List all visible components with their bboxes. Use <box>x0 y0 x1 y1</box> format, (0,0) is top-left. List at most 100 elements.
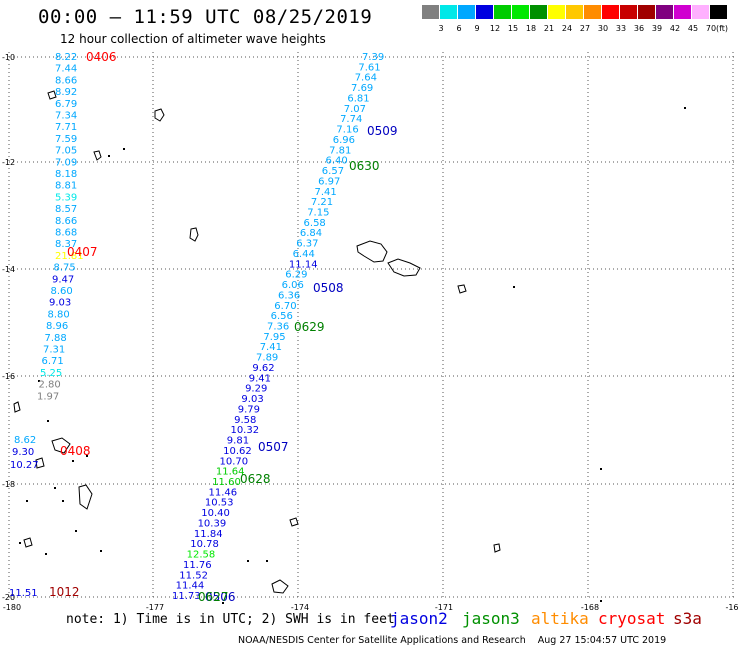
swh-value: 6.36 <box>278 290 300 301</box>
islet <box>47 420 49 422</box>
swh-value: 11.52 <box>179 570 208 581</box>
swh-value: 10.27 <box>10 460 39 471</box>
swh-value: 7.21 <box>311 197 333 208</box>
swh-value: 9.03 <box>241 394 263 405</box>
swh-value: 9.58 <box>234 415 256 426</box>
pass-time-label: 0630 <box>349 159 380 173</box>
swh-value: 11.44 <box>176 581 205 592</box>
swh-value: 1.97 <box>37 391 59 402</box>
swh-value: 7.71 <box>55 122 77 133</box>
colorbar-swatch <box>494 5 511 19</box>
colorbar-label: 21 <box>543 24 555 33</box>
colorbar-swatch <box>584 5 601 19</box>
pass-time-label: 0507 <box>258 440 289 454</box>
pass-time-label: 0408 <box>60 444 91 458</box>
swh-value: 8.80 <box>48 309 70 320</box>
swh-value: 8.68 <box>55 228 77 239</box>
legend-cryosat: cryosat <box>598 609 666 628</box>
swh-value: 8.57 <box>55 204 77 215</box>
islet <box>72 460 74 462</box>
swh-value: 2.80 <box>39 380 61 391</box>
swh-value: 10.53 <box>205 498 234 509</box>
swh-value: 9.03 <box>49 298 71 309</box>
swh-value: 7.81 <box>329 145 351 156</box>
swh-value: 11.60 <box>212 477 241 488</box>
swh-value: 6.70 <box>274 301 296 312</box>
colorbar-swatch <box>530 5 547 19</box>
swh-value: 7.69 <box>351 83 373 94</box>
swh-value: 7.07 <box>344 104 366 115</box>
colorbar-swatch <box>566 5 583 19</box>
swh-value: 9.62 <box>252 363 274 374</box>
swh-value: 7.31 <box>43 345 65 356</box>
swh-value: 7.95 <box>263 332 285 343</box>
map-title: 00:00 – 11:59 UTC 08/25/2019 <box>38 6 373 28</box>
swh-value: 6.58 <box>304 218 326 229</box>
swh-value: 6.29 <box>285 270 307 281</box>
colorbar-swatch <box>638 5 655 19</box>
colorbar-swatch <box>656 5 673 19</box>
lat-tick-label: -18 <box>2 480 15 489</box>
lon-tick-label: -174 <box>291 603 309 612</box>
swh-value: 9.30 <box>12 447 34 458</box>
islet <box>45 553 47 555</box>
swh-value: 7.09 <box>55 157 77 168</box>
colorbar-swatch <box>602 5 619 19</box>
colorbar-label: 24 <box>561 24 573 33</box>
swh-value: 6.56 <box>271 311 293 322</box>
islet <box>26 500 28 502</box>
colorbar-label: 9 <box>474 24 480 33</box>
islet <box>247 560 249 562</box>
swh-value: 6.79 <box>55 99 77 110</box>
swh-value: 9.47 <box>52 274 74 285</box>
islet <box>684 107 686 109</box>
swh-value: 7.89 <box>256 353 278 364</box>
swh-value: 11.46 <box>209 487 238 498</box>
colorbar-label: 33 <box>615 24 627 33</box>
colorbar-swatch <box>476 5 493 19</box>
swh-value: 7.44 <box>55 64 77 75</box>
swh-value: 11.76 <box>183 560 212 571</box>
colorbar-label: 6 <box>456 24 462 33</box>
swh-value: 7.88 <box>45 333 67 344</box>
swh-value: 11.14 <box>289 259 318 270</box>
pass-time-label: 0629 <box>294 320 325 334</box>
swh-value: 8.37 <box>55 239 77 250</box>
swh-value: 7.41 <box>260 342 282 353</box>
colorbar-swatch <box>548 5 565 19</box>
swh-value: 7.61 <box>358 62 380 73</box>
islet <box>513 286 515 288</box>
colorbar-swatch <box>620 5 637 19</box>
swh-value: 8.18 <box>55 169 77 180</box>
island-outline <box>271 579 289 594</box>
colorbar-label: 18 <box>525 24 537 33</box>
island-outline <box>13 401 21 413</box>
pass-time-label: 0509 <box>367 124 398 138</box>
swh-value: 12.58 <box>187 550 216 561</box>
swh-value: 8.60 <box>51 286 73 297</box>
colorbar-swatch <box>692 5 709 19</box>
colorbar-swatch <box>710 5 727 19</box>
swh-value: 8.62 <box>14 435 36 446</box>
islet <box>600 600 602 602</box>
swh-value: 8.81 <box>55 181 77 192</box>
lat-tick-label: -12 <box>2 158 15 167</box>
swh-value: 6.96 <box>333 135 355 146</box>
island-outline <box>35 457 45 469</box>
colorbar-label: 42 <box>669 24 681 33</box>
swh-value: 10.62 <box>223 446 252 457</box>
swh-value: 7.15 <box>307 207 329 218</box>
colorbar-label: 45 <box>687 24 699 33</box>
swh-value: 6.97 <box>318 176 340 187</box>
map-subtitle: 12 hour collection of altimeter wave hei… <box>60 32 326 46</box>
lon-tick-label: -171 <box>435 603 453 612</box>
pass-time-label: 0627 <box>198 590 229 604</box>
colorbar-swatch <box>458 5 475 19</box>
pass-time-label: 0406 <box>86 50 117 64</box>
lat-tick-label: -14 <box>2 265 15 274</box>
swh-value: 7.39 <box>362 52 384 63</box>
islet <box>222 602 224 604</box>
swh-value: 8.66 <box>55 75 77 86</box>
swh-value: 11.51 <box>9 588 38 599</box>
swh-value: 10.39 <box>198 518 227 529</box>
